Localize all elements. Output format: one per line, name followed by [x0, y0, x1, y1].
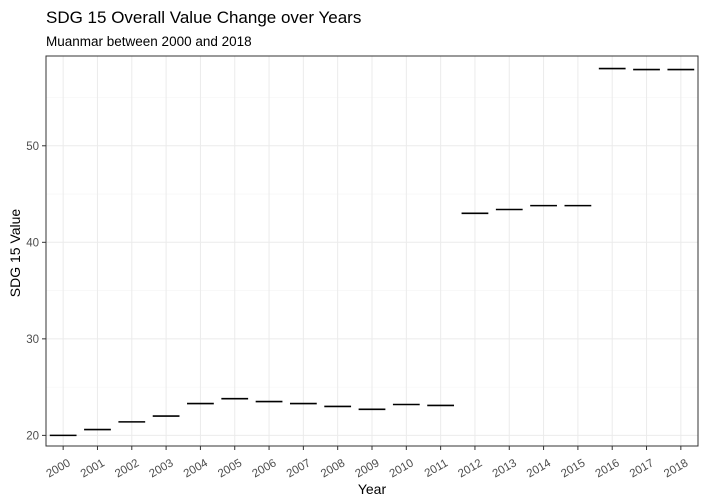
y-tick-label: 20 — [26, 430, 39, 442]
x-tick-label: 2004 — [182, 457, 211, 480]
data-marks — [49, 67, 695, 437]
grid-lines — [46, 56, 698, 446]
x-tick-label: 2005 — [216, 457, 244, 480]
y-tick-label: 40 — [26, 237, 39, 249]
x-tick-label: 2001 — [79, 457, 107, 480]
x-tick-label: 2003 — [147, 457, 175, 480]
x-tick-label: 2006 — [250, 457, 278, 480]
x-tick-label: 2017 — [628, 457, 656, 480]
x-tick-label: 2008 — [319, 457, 347, 480]
x-tick-label: 2012 — [456, 457, 484, 480]
x-tick-label: 2014 — [525, 457, 554, 480]
x-tick-label: 2018 — [662, 457, 690, 480]
y-tick-label: 30 — [26, 334, 39, 346]
chart-title: SDG 15 Overall Value Change over Years — [46, 8, 361, 27]
y-axis-title: SDG 15 Value — [7, 209, 23, 298]
y-tick-label: 50 — [26, 141, 39, 153]
x-tick-label: 2009 — [353, 457, 381, 480]
x-tick-label: 2015 — [559, 457, 587, 480]
x-tick-label: 2002 — [113, 457, 141, 480]
x-tick-label: 2011 — [423, 457, 450, 480]
x-tick-label: 2007 — [285, 457, 313, 480]
x-axis-title: Year — [358, 481, 387, 497]
x-tick-label: 2000 — [44, 457, 72, 480]
chart-subtitle: Muanmar between 2000 and 2018 — [46, 34, 252, 49]
x-axis: 2000 2001 2002 2003 2004 2005 2006 2007 2008 2009… — [44, 446, 690, 480]
x-tick-label: 2013 — [491, 457, 519, 480]
x-tick-label: 2016 — [594, 457, 622, 480]
x-tick-label: 2010 — [388, 457, 416, 480]
y-axis: 20 30 40 50 — [26, 141, 46, 442]
